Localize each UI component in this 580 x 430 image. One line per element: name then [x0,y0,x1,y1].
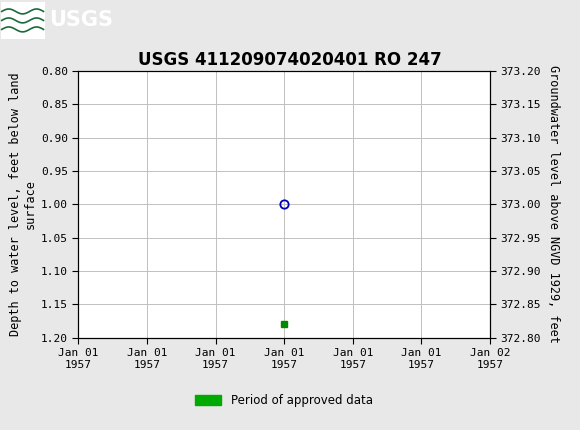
Bar [1,2,45,39]
Y-axis label: Groundwater level above NGVD 1929, feet: Groundwater level above NGVD 1929, feet [546,65,560,343]
Y-axis label: Depth to water level, feet below land
surface: Depth to water level, feet below land su… [9,72,37,336]
Text: USGS: USGS [49,10,113,31]
Text: USGS 411209074020401 RO 247: USGS 411209074020401 RO 247 [138,51,442,69]
Legend: Period of approved data: Period of approved data [191,389,378,412]
